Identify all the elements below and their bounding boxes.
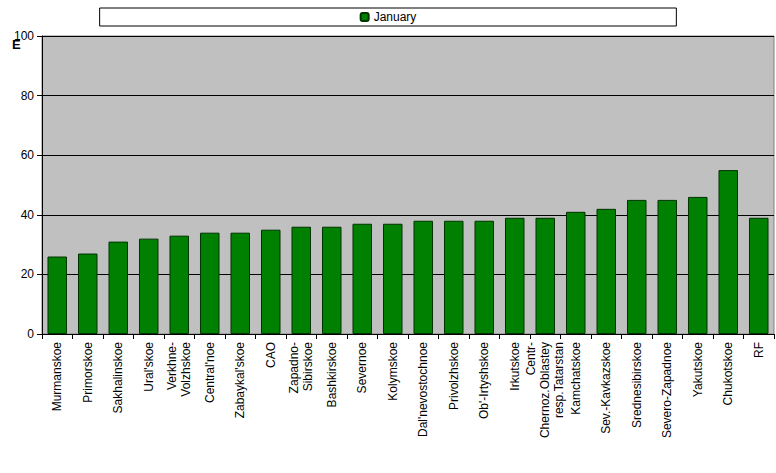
svg-text:Zapadno-: Zapadno-: [287, 342, 301, 393]
svg-text:Ob'-Irtyshskoe: Ob'-Irtyshskoe: [477, 342, 491, 419]
svg-text:Chernoz.Oblastey: Chernoz.Oblastey: [538, 342, 552, 438]
svg-text:Privolzhskoe: Privolzhskoe: [447, 342, 461, 410]
svg-text:60: 60: [21, 148, 35, 162]
svg-text:100: 100: [14, 29, 34, 43]
svg-text:CAO: CAO: [264, 342, 278, 368]
svg-text:Volzhskoe: Volzhskoe: [179, 342, 193, 397]
svg-text:Sev.-Kavkazskoe: Sev.-Kavkazskoe: [599, 342, 613, 434]
svg-text:Srednesibirskoe: Srednesibirskoe: [630, 342, 644, 428]
svg-text:Zabaykal'skoe: Zabaykal'skoe: [233, 342, 247, 419]
svg-text:Irkutskoe: Irkutskoe: [508, 342, 522, 391]
svg-text:Sibirskoe: Sibirskoe: [301, 342, 315, 392]
svg-text:Yakutskoe: Yakutskoe: [691, 342, 705, 397]
svg-text:Severo-Zapadnoe: Severo-Zapadnoe: [660, 342, 674, 438]
svg-text:Sakhalinskoe: Sakhalinskoe: [111, 342, 125, 414]
svg-text:E: E: [12, 37, 21, 52]
svg-text:Dal'nevostochnoe: Dal'nevostochnoe: [416, 342, 430, 437]
svg-text:Verkhne-: Verkhne-: [165, 342, 179, 390]
svg-text:0: 0: [27, 327, 34, 341]
svg-text:Ural'skoe: Ural'skoe: [142, 342, 156, 392]
svg-text:Bashkirskoe: Bashkirskoe: [325, 342, 339, 408]
svg-text:RF: RF: [752, 342, 766, 358]
svg-text:Kamchatskoe: Kamchatskoe: [569, 342, 583, 415]
svg-text:Kolymskoe: Kolymskoe: [386, 342, 400, 401]
svg-text:Central'noe: Central'noe: [203, 342, 217, 403]
svg-text:Centr-: Centr-: [524, 342, 538, 375]
svg-text:40: 40: [21, 208, 35, 222]
svg-text:Severnoe: Severnoe: [355, 342, 369, 394]
svg-text:Murmanskoe: Murmanskoe: [50, 342, 64, 412]
svg-text:20: 20: [21, 267, 35, 281]
svg-text:Chukotskoe: Chukotskoe: [721, 342, 735, 406]
svg-text:Primorskoe: Primorskoe: [81, 342, 95, 403]
svg-text:80: 80: [21, 89, 35, 103]
svg-text:resp.Tatarstan: resp.Tatarstan: [552, 342, 566, 418]
svg-text:January: January: [374, 10, 417, 24]
